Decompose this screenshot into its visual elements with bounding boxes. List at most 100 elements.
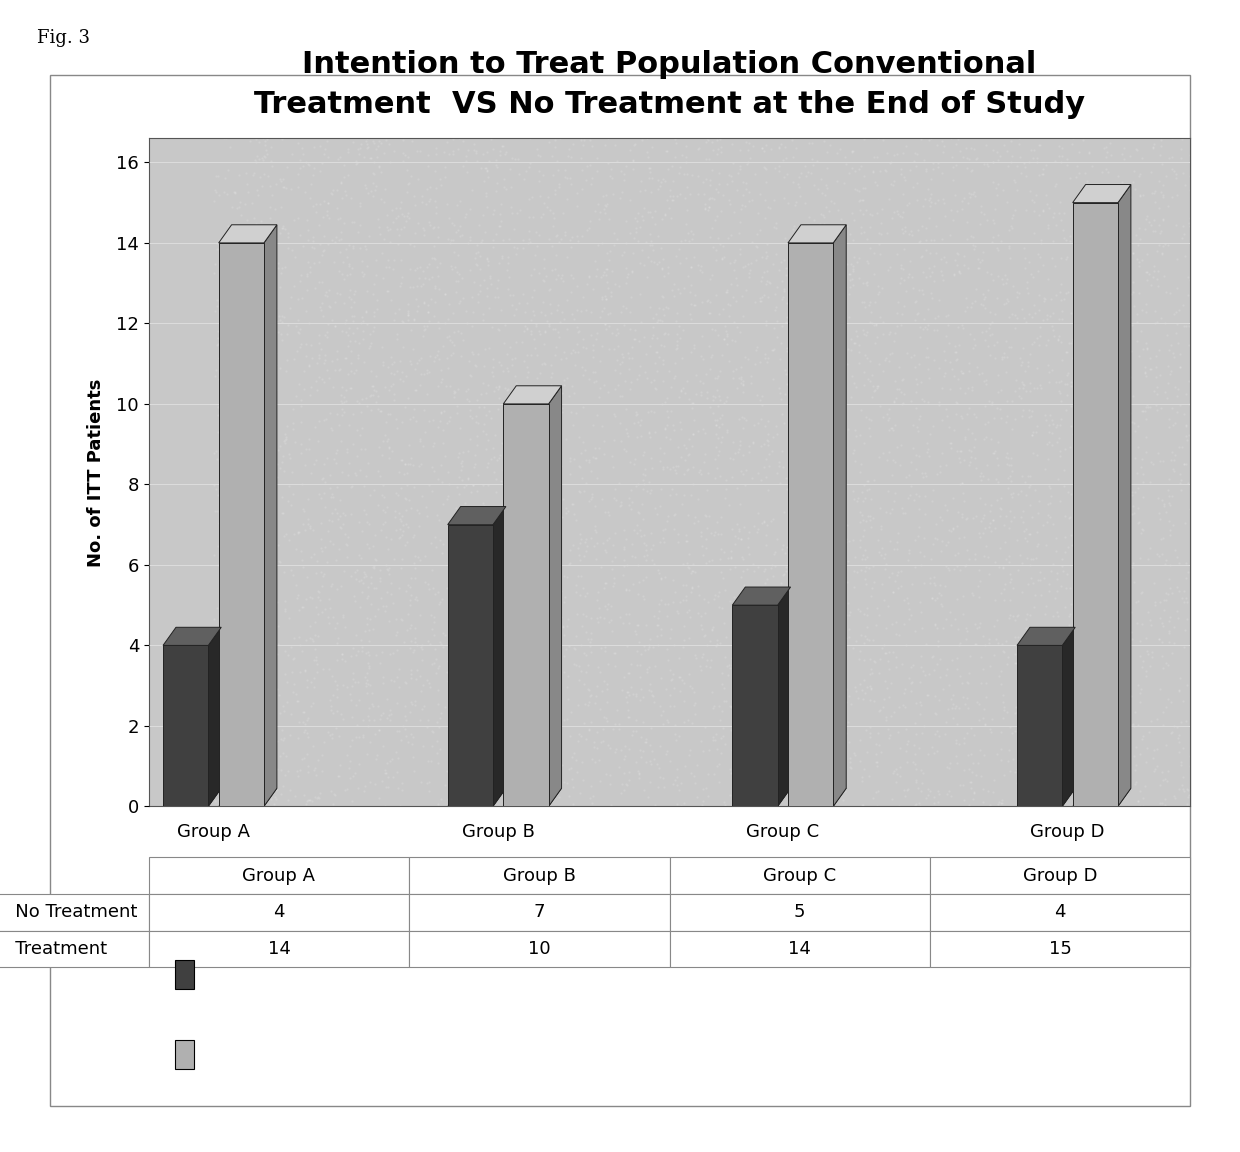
Point (821, 685, 841, 704)
Point (1050, 723, 1070, 742)
Point (692, 293, 712, 311)
Point (481, 560, 501, 578)
Point (378, 281, 398, 300)
Point (966, 545, 986, 563)
Point (372, 338, 392, 356)
Point (1030, 571, 1050, 590)
Point (211, 744, 231, 763)
Point (1180, 500, 1200, 518)
Point (1194, 389, 1214, 408)
Point (347, 561, 367, 579)
Point (656, 393, 676, 411)
Point (1084, 251, 1104, 270)
Point (708, 631, 728, 650)
Point (399, 278, 419, 296)
Point (725, 558, 745, 576)
Point (644, 114, 663, 132)
Point (554, 662, 574, 681)
Point (226, 371, 246, 389)
Point (409, 503, 429, 522)
Point (534, 622, 554, 641)
Point (869, 308, 889, 326)
Point (952, 409, 972, 427)
Point (1009, 283, 1029, 302)
Point (970, 588, 990, 606)
Point (981, 723, 1001, 742)
Point (1136, 753, 1156, 772)
Point (346, 467, 366, 485)
Point (1147, 242, 1167, 260)
Point (594, 609, 614, 628)
Point (417, 385, 436, 403)
Point (582, 485, 601, 503)
Point (655, 594, 675, 613)
Point (1096, 764, 1116, 782)
Point (827, 469, 847, 487)
Point (301, 237, 321, 256)
Point (936, 456, 956, 475)
Point (877, 679, 897, 697)
Point (565, 356, 585, 374)
Point (733, 547, 753, 566)
Point (959, 121, 978, 139)
Point (341, 691, 361, 710)
Point (970, 258, 990, 276)
Point (704, 730, 724, 749)
Point (987, 744, 1007, 763)
Point (944, 265, 963, 283)
Point (469, 344, 489, 363)
Point (807, 151, 827, 169)
Point (340, 281, 360, 300)
Point (1081, 501, 1101, 520)
Point (464, 135, 484, 153)
Point (226, 184, 246, 203)
Point (322, 185, 342, 204)
Point (670, 388, 689, 407)
Point (806, 258, 826, 276)
Point (298, 264, 317, 282)
Point (348, 779, 368, 797)
Point (300, 264, 320, 282)
Point (761, 559, 781, 577)
Point (1006, 173, 1025, 191)
Point (1159, 525, 1179, 544)
Point (1048, 651, 1068, 669)
Point (873, 697, 893, 715)
Point (739, 183, 759, 202)
Point (1084, 528, 1104, 546)
Point (681, 485, 701, 503)
Point (952, 319, 972, 338)
Point (448, 321, 467, 340)
Point (866, 735, 885, 753)
Point (512, 333, 532, 351)
Point (748, 642, 768, 660)
Point (361, 333, 381, 351)
Point (699, 189, 719, 207)
Point (206, 167, 226, 185)
Point (755, 346, 775, 364)
Point (298, 280, 317, 298)
Point (351, 238, 371, 257)
Point (425, 584, 445, 602)
Point (966, 280, 986, 298)
Point (894, 240, 914, 258)
Point (413, 262, 433, 280)
Point (327, 579, 347, 598)
Point (831, 680, 851, 698)
Point (370, 710, 389, 728)
Point (951, 114, 971, 132)
Point (939, 418, 959, 437)
Point (857, 200, 877, 219)
Point (489, 614, 508, 632)
Polygon shape (733, 605, 777, 806)
Point (306, 203, 326, 221)
Point (241, 757, 260, 775)
Point (846, 547, 866, 566)
Point (632, 126, 652, 144)
Point (636, 344, 656, 363)
Point (381, 645, 401, 664)
Point (998, 291, 1018, 310)
Point (799, 250, 818, 268)
Point (373, 501, 393, 520)
Point (360, 711, 379, 729)
